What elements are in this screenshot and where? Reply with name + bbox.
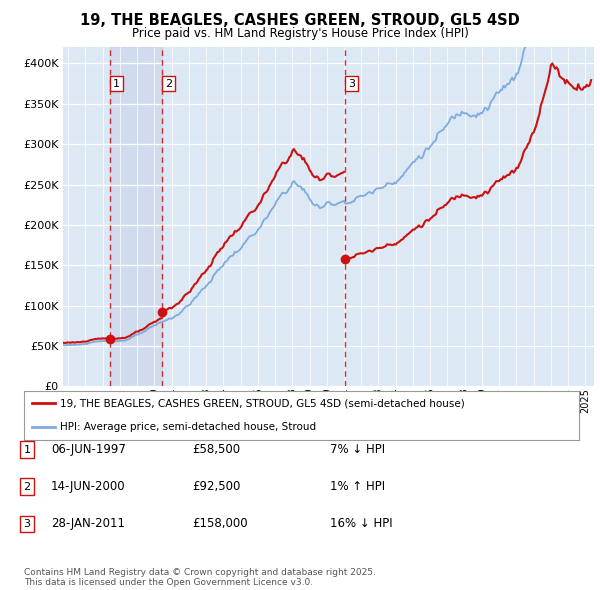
Text: 7% ↓ HPI: 7% ↓ HPI: [330, 443, 385, 456]
Text: 2: 2: [165, 78, 172, 88]
Text: Price paid vs. HM Land Registry's House Price Index (HPI): Price paid vs. HM Land Registry's House …: [131, 27, 469, 40]
Text: 1: 1: [113, 78, 120, 88]
Text: £92,500: £92,500: [192, 480, 241, 493]
Text: Contains HM Land Registry data © Crown copyright and database right 2025.
This d: Contains HM Land Registry data © Crown c…: [24, 568, 376, 587]
Text: 14-JUN-2000: 14-JUN-2000: [51, 480, 125, 493]
Text: 1: 1: [23, 445, 31, 454]
Text: £158,000: £158,000: [192, 517, 248, 530]
Text: 06-JUN-1997: 06-JUN-1997: [51, 443, 126, 456]
Text: 19, THE BEAGLES, CASHES GREEN, STROUD, GL5 4SD (semi-detached house): 19, THE BEAGLES, CASHES GREEN, STROUD, G…: [60, 398, 465, 408]
Bar: [110, 47, 162, 386]
Text: HPI: Average price, semi-detached house, Stroud: HPI: Average price, semi-detached house,…: [60, 422, 316, 432]
Text: 28-JAN-2011: 28-JAN-2011: [51, 517, 125, 530]
Text: 1% ↑ HPI: 1% ↑ HPI: [330, 480, 385, 493]
Text: £58,500: £58,500: [192, 443, 240, 456]
Text: 19, THE BEAGLES, CASHES GREEN, STROUD, GL5 4SD: 19, THE BEAGLES, CASHES GREEN, STROUD, G…: [80, 13, 520, 28]
Text: 3: 3: [348, 78, 355, 88]
Text: 3: 3: [23, 519, 31, 529]
Text: 16% ↓ HPI: 16% ↓ HPI: [330, 517, 392, 530]
Text: 2: 2: [23, 482, 31, 491]
